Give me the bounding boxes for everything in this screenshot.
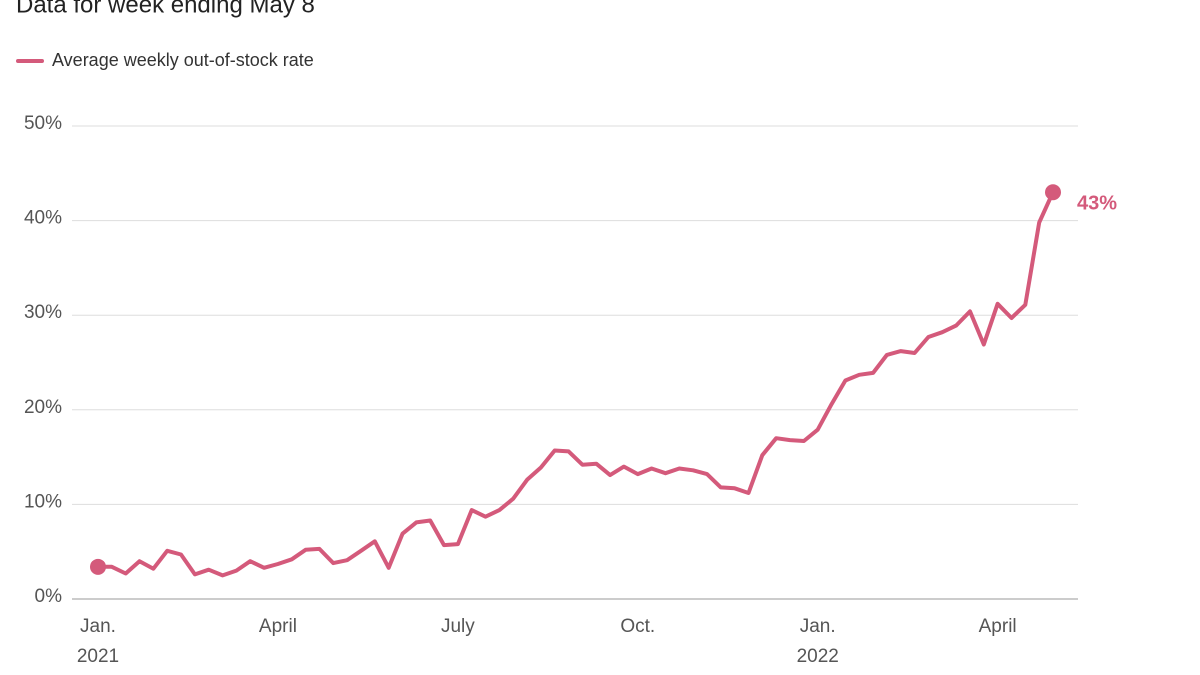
y-tick-label: 0% — [35, 586, 63, 607]
y-tick-label: 20% — [24, 397, 62, 418]
x-tick-label: Jan. 2021 — [77, 616, 119, 667]
end-point — [1045, 184, 1061, 201]
y-tick-label: 50% — [24, 113, 62, 134]
data-line — [96, 190, 1055, 578]
x-tick-label: July — [441, 616, 475, 637]
x-tick-label: April — [259, 616, 297, 637]
x-tick-label: April — [979, 616, 1017, 637]
x-tick-label: Oct. — [620, 616, 655, 637]
legend-label: Average weekly out-of-stock rate — [52, 50, 314, 70]
y-tick-label: 10% — [24, 491, 62, 512]
end-point — [90, 558, 106, 575]
x-tick-label: Jan. 2022 — [797, 616, 839, 667]
chart-subtitle: Data for week ending May 8 — [16, 0, 315, 18]
y-tick-label: 30% — [24, 302, 62, 323]
y-tick-label: 40% — [24, 208, 62, 229]
value-label: 43% — [1077, 193, 1117, 215]
